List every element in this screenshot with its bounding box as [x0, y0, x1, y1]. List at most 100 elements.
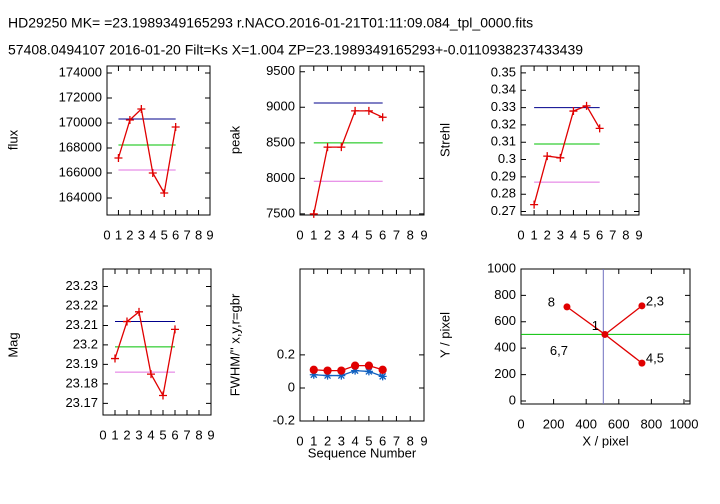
- x-tick-label: 3: [338, 227, 345, 242]
- x-tick-label: 1: [310, 227, 317, 242]
- x-tick-label: 6: [379, 433, 386, 448]
- x-tick-label: 2: [544, 227, 551, 242]
- x-tick-label: 200: [543, 416, 565, 431]
- connector: [604, 305, 643, 335]
- x-tick-label: 8: [195, 227, 202, 242]
- series-line: [313, 110, 383, 215]
- y-axis-label: Mag: [5, 332, 20, 357]
- data-point: [364, 106, 373, 115]
- x-tick-label: 8: [195, 427, 202, 442]
- y-tick-label: 9000: [266, 99, 295, 114]
- data-point: [351, 106, 360, 115]
- plot-frame: [520, 65, 640, 216]
- x-tick-label: 5: [365, 227, 372, 242]
- header-line: HD29250 MK= =23.1989349165293 r.NACO.201…: [8, 15, 533, 31]
- plot-frame: [299, 65, 425, 216]
- y-axis-label: flux: [5, 129, 20, 150]
- data-point: [563, 303, 571, 311]
- data-point: [159, 391, 167, 400]
- y-tick-label: 174000: [59, 64, 102, 79]
- header-line: 57408.0494107 2016-01-20 Filt=Ks X=1.004…: [8, 42, 583, 58]
- x-tick-label: 400: [575, 416, 597, 431]
- y-tick-label: 23.2: [73, 336, 98, 351]
- y-tick-label: 23.19: [65, 356, 98, 371]
- data-point: [123, 317, 131, 326]
- data-point: [337, 371, 346, 380]
- y-axis-label: FWHM/'' x,y,r=gbr: [227, 293, 242, 396]
- data-point: [125, 116, 134, 124]
- data-point: [638, 359, 646, 367]
- x-tick-label: 9: [206, 227, 213, 242]
- y-tick-label: 172000: [59, 89, 102, 104]
- data-point: [378, 365, 387, 374]
- x-tick-label: 9: [420, 227, 427, 242]
- x-tick-label: 3: [557, 227, 564, 242]
- connector: [566, 306, 606, 335]
- data-point: [114, 154, 123, 162]
- x-tick-label: 8: [622, 227, 629, 242]
- data-point: [171, 325, 179, 334]
- connector: [604, 333, 643, 364]
- data-point: [147, 370, 155, 379]
- y-tick-label: 800: [494, 287, 516, 302]
- y-tick-label: 0.28: [491, 186, 516, 201]
- x-tick-label: 9: [207, 427, 214, 442]
- y-tick-label: 23.22: [65, 297, 98, 312]
- x-tick-label: 4: [570, 227, 577, 242]
- data-point: [309, 209, 318, 218]
- y-tick-label: 170000: [59, 114, 102, 129]
- x-tick-label: 5: [161, 227, 168, 242]
- data-point: [582, 101, 591, 110]
- y-axis-label: Y / pixel: [437, 312, 452, 358]
- y-tick-label: 0.3: [498, 151, 516, 166]
- y-tick-label: 1000: [487, 260, 516, 275]
- y-axis-label: peak: [227, 125, 242, 154]
- data-point: [364, 361, 374, 370]
- data-point: [337, 366, 346, 375]
- y-tick-label: 0.31: [491, 134, 516, 149]
- x-tick-label: 600: [608, 416, 630, 431]
- x-tick-label: 3: [338, 433, 345, 448]
- y-tick-label: 23.23: [65, 278, 98, 293]
- x-tick-label: 7: [183, 227, 190, 242]
- x-tick-label: 1: [530, 227, 537, 242]
- data-point: [323, 371, 332, 380]
- x-tick-label: 0: [517, 227, 524, 242]
- x-tick-label: 5: [583, 227, 590, 242]
- x-tick-label: 1000: [670, 416, 699, 431]
- x-tick-label: 6: [596, 227, 603, 242]
- data-point: [543, 152, 552, 161]
- x-tick-label: 7: [393, 227, 400, 242]
- data-point: [309, 370, 318, 379]
- x-tick-label: 8: [407, 433, 414, 448]
- y-tick-label: 0: [288, 379, 295, 394]
- y-tick-label: 600: [494, 313, 516, 328]
- data-point: [378, 113, 387, 122]
- data-point: [323, 366, 332, 375]
- x-tick-label: 800: [641, 416, 663, 431]
- y-tick-label: -0.2: [273, 412, 295, 427]
- x-tick-label: 3: [138, 227, 145, 242]
- data-point: [160, 189, 169, 197]
- y-tick-label: 8500: [266, 134, 295, 149]
- y-tick-label: 0: [509, 392, 516, 407]
- y-tick-label: 0.33: [491, 99, 516, 114]
- data-point: [556, 153, 565, 162]
- data-point: [171, 123, 180, 131]
- x-tick-label: 4: [149, 227, 156, 242]
- y-tick-label: 0.2: [277, 346, 295, 361]
- y-tick-label: 8000: [266, 170, 295, 185]
- y-tick-label: 164000: [59, 189, 102, 204]
- data-point: [135, 307, 143, 316]
- x-tick-label: 0: [296, 433, 303, 448]
- data-point: [601, 330, 609, 338]
- x-axis-label: X / pixel: [582, 433, 628, 448]
- x-tick-label: 5: [365, 433, 372, 448]
- x-tick-label: 6: [171, 427, 178, 442]
- data-point: [638, 302, 646, 310]
- x-tick-label: 2: [324, 433, 331, 448]
- x-tick-label: 4: [147, 427, 154, 442]
- data-point: [323, 143, 332, 152]
- point-label: 8: [548, 294, 555, 309]
